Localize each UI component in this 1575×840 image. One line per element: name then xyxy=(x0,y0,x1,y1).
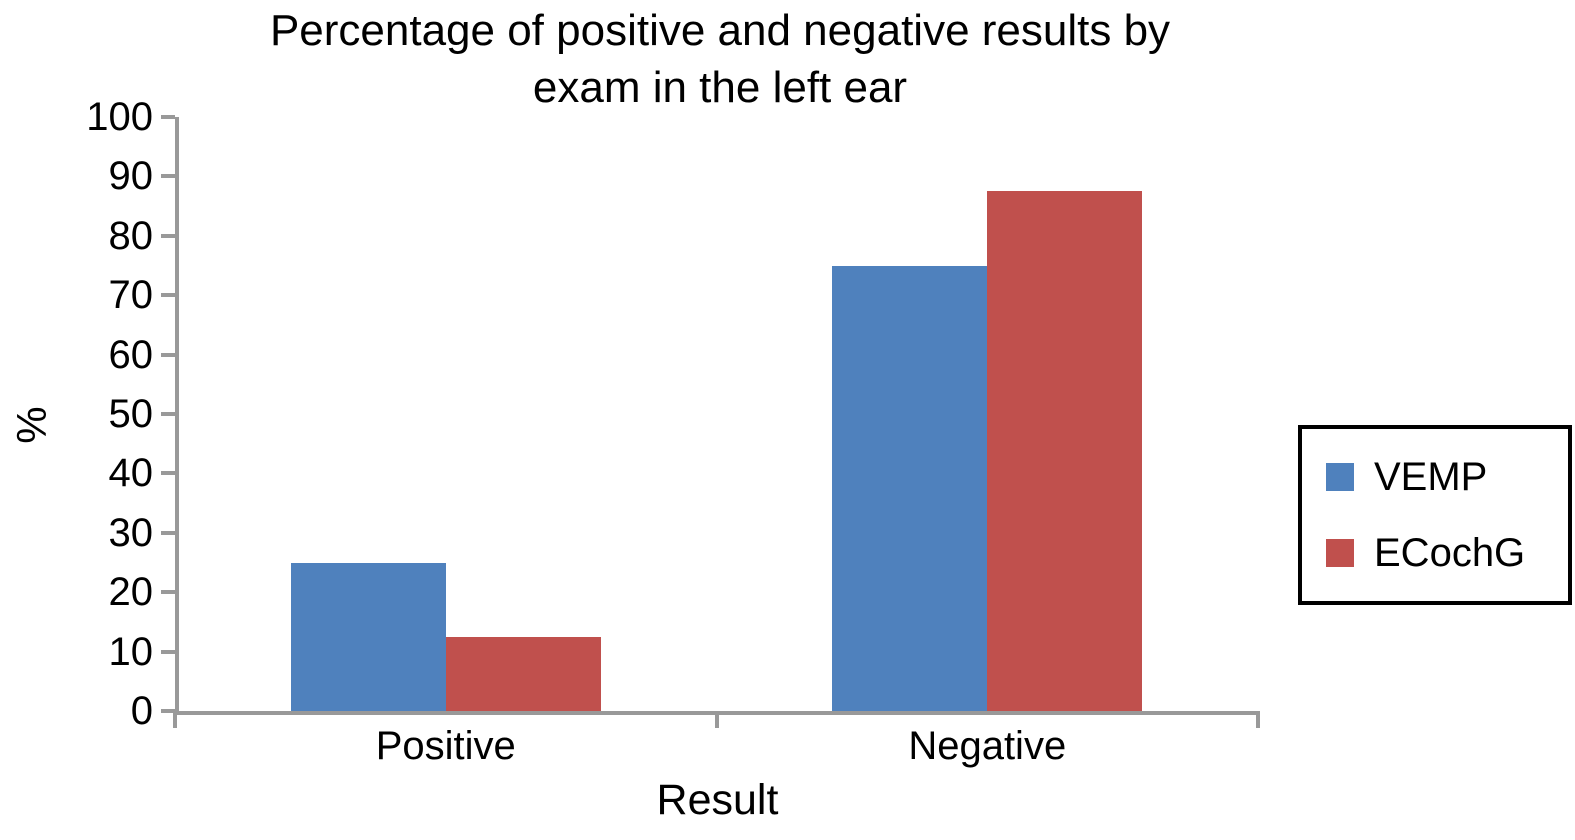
y-tick xyxy=(161,233,175,238)
y-tick-label: 10 xyxy=(108,629,154,674)
chart-title-line-1: Percentage of positive and negative resu… xyxy=(269,6,1171,55)
category-label-negative: Negative xyxy=(908,724,1067,768)
x-tick xyxy=(173,711,177,728)
y-tick xyxy=(161,530,175,535)
y-tick xyxy=(161,352,175,357)
bar-vemp-positive xyxy=(290,562,446,711)
legend-label: VEMP xyxy=(1374,455,1488,499)
legend: VEMP ECochG xyxy=(1298,425,1572,605)
bar-ecochg-positive xyxy=(445,636,601,711)
legend-swatch-ecochg xyxy=(1326,539,1354,567)
x-tick xyxy=(1256,711,1260,728)
y-tick-label: 0 xyxy=(130,689,153,733)
y-axis-line xyxy=(175,117,179,713)
y-tick-label: 80 xyxy=(108,213,154,258)
y-tick xyxy=(161,709,175,713)
chart-title-line-2: exam in the left ear xyxy=(532,63,908,112)
y-tick xyxy=(161,590,175,595)
category-label-positive: Positive xyxy=(375,724,516,768)
chart-title: Percentage of positive and negative resu… xyxy=(0,2,1440,116)
y-tick xyxy=(161,115,175,119)
y-tick xyxy=(161,649,175,654)
x-axis-title: Result xyxy=(656,776,779,824)
legend-swatch-vemp xyxy=(1326,463,1354,491)
y-tick-label: 60 xyxy=(108,332,154,377)
legend-label: ECochG xyxy=(1374,531,1526,575)
y-tick-label: 40 xyxy=(108,451,154,496)
y-tick-label: 50 xyxy=(108,392,154,436)
bar-vemp-negative xyxy=(832,265,988,711)
y-tick-label: 30 xyxy=(108,510,154,555)
y-tick xyxy=(161,293,175,298)
y-tick-label: 90 xyxy=(108,154,154,199)
y-tick xyxy=(161,412,175,416)
y-tick-label: 100 xyxy=(86,95,153,139)
x-tick xyxy=(714,711,719,728)
legend-item-ecochg: ECochG xyxy=(1326,530,1568,576)
y-tick-label: 20 xyxy=(108,570,154,615)
bar-ecochg-negative xyxy=(987,191,1143,711)
y-tick-label: 70 xyxy=(108,273,154,318)
y-tick xyxy=(161,174,175,179)
y-tick xyxy=(161,471,175,476)
legend-item-vemp: VEMP xyxy=(1326,454,1568,500)
